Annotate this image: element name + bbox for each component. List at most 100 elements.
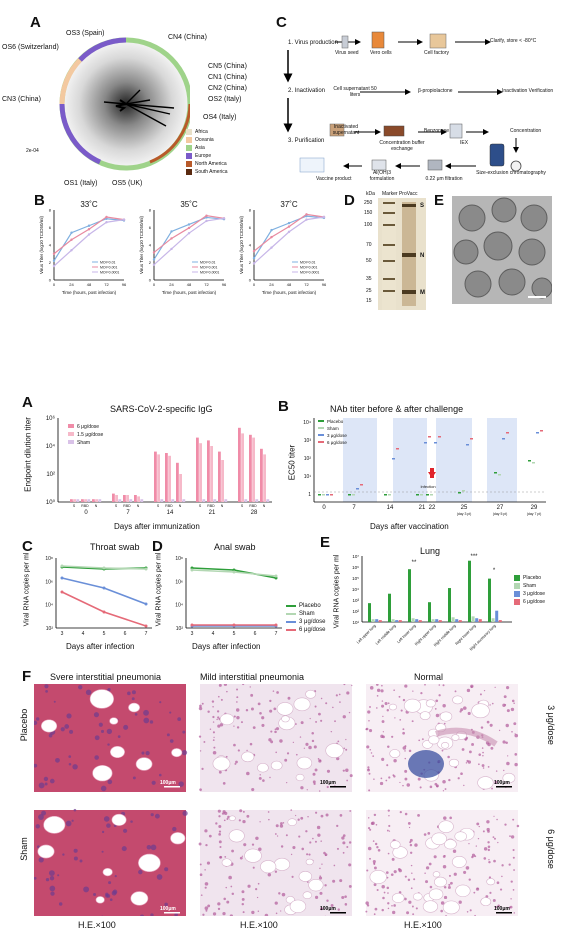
- legend-dose6: 6 μg/dose: [299, 627, 326, 633]
- x-tick: 28: [251, 510, 258, 516]
- x-subcat: S: [73, 504, 76, 508]
- cell-nucleus: [313, 745, 317, 749]
- y-tick: 10⁶: [46, 415, 56, 422]
- cell-nucleus: [497, 841, 499, 844]
- cell-nucleus: [413, 878, 416, 881]
- cell-nucleus: [433, 855, 437, 859]
- cell-nucleus: [62, 853, 65, 856]
- igg-bar: [134, 495, 137, 502]
- cell-nucleus: [326, 899, 329, 902]
- alveolar-space: [37, 844, 55, 859]
- cell-nucleus: [443, 816, 447, 820]
- cell-nucleus: [213, 736, 215, 739]
- x-subtick: (day 5 pi): [493, 512, 508, 516]
- cell-nucleus: [64, 724, 70, 729]
- lung-bar: [468, 560, 471, 622]
- cell-nucleus: [320, 719, 323, 722]
- cell-nucleus: [386, 829, 389, 832]
- cell-nucleus: [442, 684, 445, 687]
- y-tick: 6: [149, 225, 152, 230]
- x-lobe-label: Right upper lung: [414, 624, 437, 647]
- cell-nucleus: [494, 686, 496, 689]
- igg-bar: [81, 499, 84, 502]
- flow-step1: 1. Virus production: [288, 40, 338, 46]
- alveolar-space: [281, 715, 290, 723]
- alveolar-space: [451, 855, 467, 868]
- cell-nucleus: [485, 895, 489, 898]
- cell-nucleus: [494, 780, 498, 784]
- cell-nucleus: [391, 735, 394, 738]
- cell-nucleus: [219, 855, 223, 859]
- cell-nucleus: [489, 891, 492, 894]
- cell-nucleus: [34, 720, 38, 726]
- cell-nucleus: [369, 749, 372, 751]
- cell-nucleus: [513, 702, 515, 704]
- y-tick: 10¹: [304, 474, 312, 480]
- cell-nucleus: [318, 759, 322, 763]
- alveolar-space: [305, 858, 314, 866]
- alveolar-space: [428, 888, 444, 901]
- cell-nucleus: [218, 832, 221, 836]
- x-lobe-label: Left middle lung: [375, 624, 397, 646]
- cell-nucleus: [290, 853, 293, 856]
- y-tick: 10⁴: [45, 603, 53, 609]
- lung-bar: [398, 620, 402, 622]
- fig1-panel-a-label: A: [30, 14, 41, 31]
- nab-point: [426, 494, 429, 496]
- nab-point: [392, 458, 395, 460]
- scale-bar-label: 100μm: [494, 906, 510, 912]
- cell-nucleus: [393, 904, 396, 907]
- x-tick: 7: [126, 510, 130, 516]
- cell-nucleus: [122, 828, 128, 833]
- cell-nucleus: [242, 819, 246, 824]
- x-tick: 3: [191, 631, 194, 637]
- cell-nucleus: [38, 857, 44, 863]
- cell-nucleus: [372, 755, 375, 757]
- anal-xlabel: Days after infection: [192, 642, 261, 651]
- cell-nucleus: [409, 838, 413, 842]
- cell-nucleus: [246, 771, 250, 776]
- cell-nucleus: [477, 837, 480, 840]
- lung-ylabel: Viral RNA copies per ml: [333, 554, 341, 629]
- cell-nucleus: [442, 865, 447, 869]
- cell-nucleus: [498, 729, 501, 732]
- tile-background: [200, 684, 352, 792]
- igg-chart: 10⁶ 10⁴ 10² 10⁰ S RBD N 0 S RBD N 7 S RBD N 14 S RBD N 21 S R…: [46, 415, 272, 516]
- cell-nucleus: [233, 743, 236, 747]
- igg-bar: [112, 493, 115, 502]
- cell-nucleus: [366, 745, 370, 749]
- alveolar-space: [241, 751, 255, 763]
- cell-nucleus: [318, 790, 321, 792]
- igg-bar: [260, 448, 263, 502]
- x-axis-label: Time (hours, post infection): [162, 290, 217, 295]
- cell-nucleus: [482, 751, 484, 754]
- flow-vaccine: Vaccine product: [316, 176, 352, 182]
- histo-col-3: Normal: [414, 672, 444, 682]
- cell-nucleus: [224, 856, 227, 858]
- nab-point: [428, 436, 431, 438]
- cell-nucleus: [442, 790, 445, 792]
- cell-nucleus: [250, 693, 254, 697]
- nab-point: [356, 488, 359, 490]
- cell-nucleus: [448, 778, 451, 782]
- cell-nucleus: [419, 786, 422, 789]
- cell-nucleus: [258, 847, 262, 852]
- cell-nucleus: [504, 703, 507, 706]
- cell-nucleus: [375, 823, 378, 826]
- cell-nucleus: [474, 914, 476, 916]
- cell-nucleus: [463, 870, 467, 874]
- cell-nucleus: [443, 722, 446, 725]
- x-tick: 29: [531, 505, 538, 511]
- cell-nucleus: [435, 699, 439, 703]
- cell-nucleus: [182, 730, 186, 734]
- igg-bar: [123, 495, 126, 502]
- cell-nucleus: [101, 830, 105, 834]
- alveolar-space: [138, 853, 161, 872]
- flow-filtration: 0.22 μm filtration: [425, 176, 463, 182]
- x-subcat: S: [199, 504, 202, 508]
- cell-nucleus: [404, 769, 408, 773]
- igg-bar: [199, 443, 202, 502]
- alveolar-space: [95, 896, 105, 904]
- x-tick: 0: [53, 282, 56, 287]
- cell-nucleus: [411, 905, 414, 908]
